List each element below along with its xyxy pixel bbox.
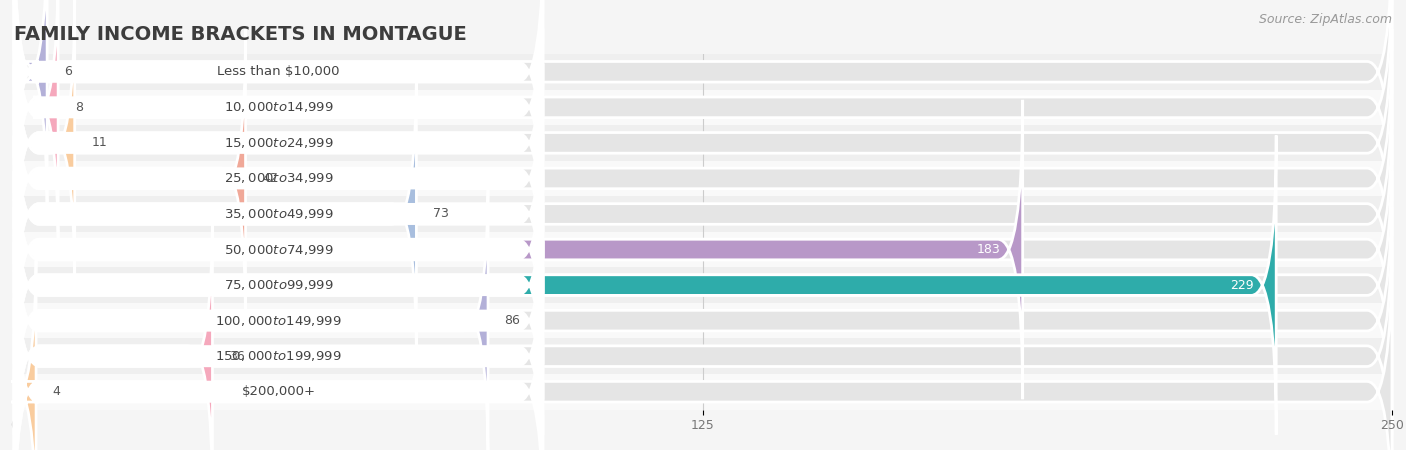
FancyBboxPatch shape bbox=[14, 135, 543, 435]
FancyBboxPatch shape bbox=[14, 242, 1392, 450]
FancyBboxPatch shape bbox=[14, 0, 75, 292]
Text: $200,000+: $200,000+ bbox=[242, 385, 315, 398]
Text: 6: 6 bbox=[63, 65, 72, 78]
FancyBboxPatch shape bbox=[14, 242, 543, 450]
Bar bbox=[14, 125, 1392, 161]
Bar bbox=[14, 161, 1392, 196]
FancyBboxPatch shape bbox=[14, 135, 1277, 435]
Bar bbox=[14, 267, 1392, 303]
Text: $150,000 to $199,999: $150,000 to $199,999 bbox=[215, 349, 342, 363]
Text: Source: ZipAtlas.com: Source: ZipAtlas.com bbox=[1258, 14, 1392, 27]
FancyBboxPatch shape bbox=[14, 64, 1392, 364]
Bar bbox=[14, 90, 1392, 125]
FancyBboxPatch shape bbox=[14, 0, 1392, 221]
Bar bbox=[14, 338, 1392, 374]
FancyBboxPatch shape bbox=[14, 64, 416, 364]
FancyBboxPatch shape bbox=[14, 206, 543, 450]
Text: 86: 86 bbox=[505, 314, 520, 327]
Text: 229: 229 bbox=[1230, 279, 1254, 292]
Bar bbox=[14, 196, 1392, 232]
FancyBboxPatch shape bbox=[14, 171, 488, 450]
Text: FAMILY INCOME BRACKETS IN MONTAGUE: FAMILY INCOME BRACKETS IN MONTAGUE bbox=[14, 25, 467, 44]
Text: 42: 42 bbox=[262, 172, 278, 185]
FancyBboxPatch shape bbox=[14, 207, 1392, 450]
FancyBboxPatch shape bbox=[11, 242, 39, 450]
FancyBboxPatch shape bbox=[14, 29, 1392, 328]
Text: 183: 183 bbox=[977, 243, 1001, 256]
FancyBboxPatch shape bbox=[14, 207, 212, 450]
Text: $100,000 to $149,999: $100,000 to $149,999 bbox=[215, 314, 342, 328]
Text: 36: 36 bbox=[229, 350, 245, 363]
FancyBboxPatch shape bbox=[14, 0, 543, 257]
FancyBboxPatch shape bbox=[14, 135, 1392, 435]
FancyBboxPatch shape bbox=[14, 28, 543, 329]
Text: $10,000 to $14,999: $10,000 to $14,999 bbox=[224, 100, 333, 114]
FancyBboxPatch shape bbox=[14, 0, 1392, 292]
FancyBboxPatch shape bbox=[14, 100, 1392, 399]
Text: 8: 8 bbox=[75, 101, 83, 114]
FancyBboxPatch shape bbox=[14, 0, 58, 257]
Text: 11: 11 bbox=[91, 136, 107, 149]
FancyBboxPatch shape bbox=[14, 0, 48, 221]
FancyBboxPatch shape bbox=[14, 29, 246, 328]
Text: 73: 73 bbox=[433, 207, 449, 220]
FancyBboxPatch shape bbox=[14, 171, 1392, 450]
Text: $15,000 to $24,999: $15,000 to $24,999 bbox=[224, 136, 333, 150]
FancyBboxPatch shape bbox=[14, 0, 1392, 257]
FancyBboxPatch shape bbox=[14, 0, 543, 222]
Bar bbox=[14, 374, 1392, 410]
FancyBboxPatch shape bbox=[14, 0, 543, 293]
Text: $75,000 to $99,999: $75,000 to $99,999 bbox=[224, 278, 333, 292]
Text: $25,000 to $34,999: $25,000 to $34,999 bbox=[224, 171, 333, 185]
FancyBboxPatch shape bbox=[14, 171, 543, 450]
Bar bbox=[14, 54, 1392, 90]
Bar bbox=[14, 232, 1392, 267]
FancyBboxPatch shape bbox=[14, 100, 1022, 399]
Text: $50,000 to $74,999: $50,000 to $74,999 bbox=[224, 243, 333, 256]
Text: Less than $10,000: Less than $10,000 bbox=[218, 65, 340, 78]
FancyBboxPatch shape bbox=[14, 64, 543, 364]
FancyBboxPatch shape bbox=[14, 99, 543, 400]
Text: $35,000 to $49,999: $35,000 to $49,999 bbox=[224, 207, 333, 221]
Text: 4: 4 bbox=[52, 385, 60, 398]
Bar bbox=[14, 303, 1392, 338]
